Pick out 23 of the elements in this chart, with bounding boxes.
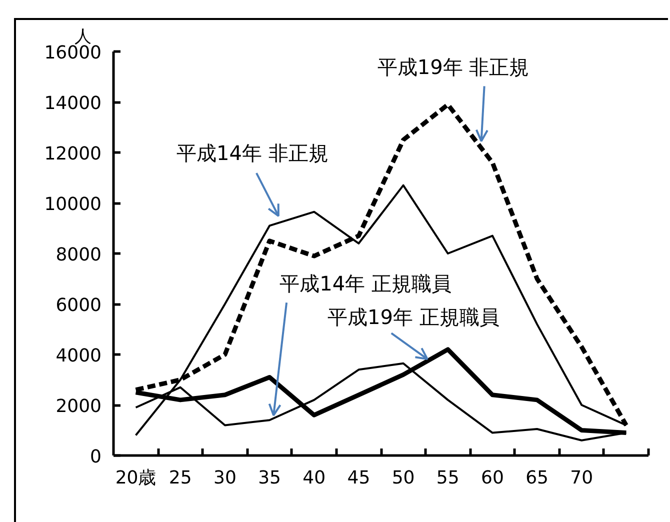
text: 平成14年 正規職員: [280, 271, 452, 296]
text: 平成19年 正規職員: [327, 305, 500, 330]
x-tick-label: 50: [392, 468, 415, 488]
y-tick-label: 10000: [44, 194, 102, 215]
x-tick-label: 20歳: [115, 468, 156, 488]
y-tick-label: 4000: [56, 346, 102, 366]
x-tick-label: 30: [214, 468, 236, 488]
x-tick-label: 25: [168, 468, 192, 488]
series-label: 平成19年 非正規: [377, 55, 530, 80]
y-tick-label: 12000: [44, 144, 102, 164]
y-tick-label: 0: [90, 446, 102, 468]
x-tick-label: 45: [347, 468, 370, 488]
x-tick-label: 60: [481, 468, 504, 488]
y-tick-label: 8000: [56, 244, 102, 266]
x-tick-label: 35: [258, 468, 281, 488]
y-tick-label: 14000: [44, 93, 102, 114]
y-tick-label: 6000: [56, 295, 102, 316]
x-tick-label: 70: [570, 468, 594, 488]
x-tick-label: 65: [526, 468, 548, 488]
x-tick-label: 55: [436, 468, 460, 488]
text: 平成14年 非正規: [176, 140, 328, 165]
y-tick-label: 2000: [56, 396, 102, 417]
x-tick-label: 40: [302, 468, 326, 488]
